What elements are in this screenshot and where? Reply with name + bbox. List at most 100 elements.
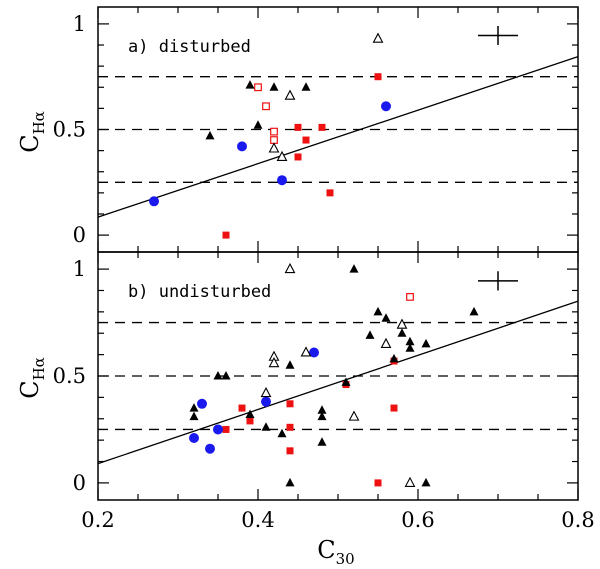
open-triangle-marker [380,337,392,348]
x-tick-label: 0.8 [561,508,594,532]
circle-marker [237,141,247,152]
filled-triangle-marker [221,371,231,380]
filled-square-marker [390,404,398,412]
open-square-marker [270,127,278,136]
panel-label: a) disturbed [128,37,251,57]
filled-triangle-marker [245,80,255,89]
filled-square-marker [222,425,230,433]
open-triangle-marker [284,262,296,274]
filled-triangle-marker [213,371,223,380]
filled-square-marker [286,447,294,455]
filled-square-marker [222,231,230,239]
filled-triangle-marker [381,313,391,322]
panel-label: b) undisturbed [128,282,271,302]
y-tick-label: 0.5 [53,364,86,388]
series-open_triangle [268,32,384,162]
filled-triangle-marker [189,411,199,421]
filled-triangle-marker [405,343,415,352]
series-open_square [254,83,278,144]
filled-triangle-marker [373,306,383,316]
open-triangle-marker [404,476,416,487]
filled-triangle-marker [245,409,255,418]
filled-square-marker [374,479,382,487]
y-tick-label: 0 [73,223,86,247]
filled-square-marker [246,417,254,425]
y-axis-title-sub: Hα [30,111,48,134]
x-tick-label: 0.4 [241,508,274,532]
fit-line [97,56,579,218]
open-triangle-marker [276,150,288,162]
circle-marker [149,196,159,207]
filled-square-marker [318,123,326,131]
filled-triangle-marker [397,328,407,337]
series-circle [189,347,319,454]
filled-triangle-marker [421,338,431,348]
filled-square-marker [302,136,310,144]
y-axis-title-bottom: CHα [16,357,48,399]
filled-square-marker [294,123,302,131]
circle-marker [197,398,207,409]
panel-a-disturbed: 0 0.5 1 a) disturbed [53,6,579,253]
filled-triangle-marker [253,120,263,129]
open-square-marker [254,83,262,92]
open-triangle-marker [348,410,360,421]
series-filled_triangle [189,264,479,487]
filled-triangle-marker [317,411,327,421]
open-triangle-marker [372,32,384,43]
filled-square-marker [294,153,302,161]
y-axis-title-main: C [16,380,44,398]
circle-marker [189,433,199,443]
panel-b-undisturbed: 0 0.5 1 b) undisturbed [53,251,579,501]
open-square-marker [262,102,270,111]
x-tick-label: 0.2 [81,508,114,532]
filled-triangle-marker [301,82,311,91]
filled-triangle-marker [365,330,375,339]
filled-triangle-marker [349,264,359,273]
open-triangle-marker [268,356,280,368]
circle-marker [213,424,223,435]
circle-marker [261,396,271,407]
filled-triangle-marker [285,360,295,369]
filled-triangle-marker [205,130,215,140]
circle-marker [205,443,215,454]
open-triangle-marker [396,318,408,329]
filled-triangle-marker [469,306,479,316]
y-axis-title-sub: Hα [30,357,48,380]
series-circle [149,101,391,207]
x-axis-title-main: C [317,536,335,564]
open-triangle-marker [284,89,296,100]
open-triangle-marker [268,142,280,153]
filled-triangle-marker [421,477,431,487]
filled-triangle-marker [189,403,199,412]
series-open_triangle [260,262,416,487]
x-axis-title-sub: 30 [336,550,355,568]
y-tick-label: 0 [73,471,86,495]
filled-triangle-marker [341,377,351,386]
circle-marker [309,347,319,358]
filled-triangle-marker [317,405,327,414]
circle-marker [277,175,287,186]
series-filled_triangle [205,80,311,140]
circle-marker [381,101,391,112]
filled-triangle-marker [277,428,287,438]
y-axis-title-main: C [16,134,44,152]
filled-triangle-marker [269,82,279,91]
series-filled_square [222,357,398,487]
y-tick-label: 0.5 [53,118,86,142]
filled-triangle-marker [405,336,415,346]
y-tick-label: 1 [73,12,86,36]
series-open_square [406,292,414,301]
filled-square-marker [374,73,382,81]
panel-frame [97,251,579,501]
filled-square-marker [326,189,334,197]
series-filled_square [222,73,382,239]
filled-square-marker [286,400,294,408]
open-triangle-marker [300,346,312,357]
filled-triangle-marker [285,477,295,487]
filled-square-marker [238,404,246,412]
y-tick-label: 1 [73,257,86,281]
x-axis-title: C30 [317,536,354,568]
y-axis-title-top: CHα [16,111,48,153]
filled-triangle-marker [317,437,327,446]
